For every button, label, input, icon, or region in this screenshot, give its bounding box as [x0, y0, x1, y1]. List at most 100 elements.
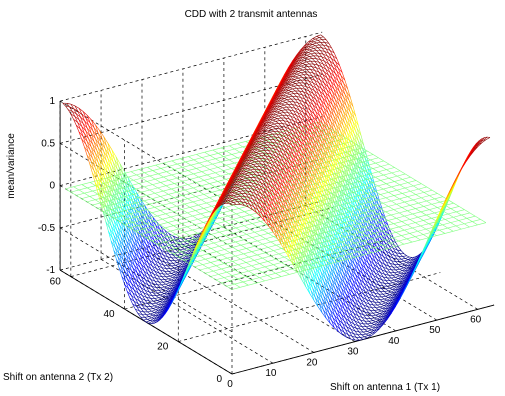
plane-mesh-segment — [155, 176, 164, 180]
surface-mesh-segment — [65, 105, 70, 108]
surface-mesh-segment — [96, 149, 102, 157]
plane-mesh-segment — [157, 199, 166, 203]
surface-mesh-segment — [291, 65, 297, 71]
plane-mesh-segment — [190, 164, 197, 169]
surface-mesh-segment — [84, 133, 89, 139]
surface-mesh-segment — [180, 267, 186, 273]
plane-mesh-segment — [380, 166, 387, 170]
surface-mesh-segment — [371, 189, 377, 197]
surface-mesh-segment — [153, 239, 159, 245]
surface-mesh-segment — [328, 74, 333, 80]
surface-mesh-segment — [344, 122, 349, 130]
surface-mesh-segment — [85, 143, 89, 153]
surface-mesh-segment — [107, 157, 111, 168]
surface-mesh-segment — [74, 105, 79, 112]
plane-mesh-segment — [171, 158, 181, 162]
surface-mesh-segment — [325, 69, 329, 76]
surface-mesh-segment — [345, 134, 351, 142]
surface-mesh-segment — [337, 67, 343, 73]
plane-mesh-segment — [160, 180, 169, 183]
surface-mesh-segment — [295, 75, 300, 78]
plane-mesh-segment — [405, 173, 411, 178]
surface-mesh-segment — [353, 148, 359, 157]
surface-mesh-segment — [97, 147, 103, 155]
surface-mesh-segment — [120, 251, 124, 261]
surface-mesh-segment — [115, 156, 121, 165]
surface-mesh-segment — [162, 281, 166, 285]
surface-mesh-segment — [341, 113, 345, 123]
surface-mesh-segment — [112, 162, 117, 173]
surface-mesh-segment — [114, 247, 119, 257]
surface-mesh-segment — [128, 262, 132, 271]
plane-mesh-segment — [305, 148, 311, 153]
surface-mesh-segment — [328, 52, 333, 56]
surface-mesh-segment — [317, 64, 322, 67]
plane-mesh-segment — [162, 204, 169, 209]
surface-mesh-segment — [117, 227, 123, 235]
plane-mesh-segment — [195, 208, 204, 211]
surface-mesh-segment — [322, 74, 328, 78]
plane-mesh-segment — [391, 170, 401, 174]
surface-mesh-segment — [130, 232, 134, 242]
plane-mesh-segment — [139, 169, 145, 173]
surface-mesh-segment — [146, 313, 151, 315]
surface-mesh-segment — [351, 109, 355, 119]
plane-mesh-segment — [389, 163, 395, 168]
surface-mesh-segment — [92, 143, 97, 151]
surface-mesh-segment — [152, 266, 156, 272]
surface-mesh-segment — [330, 69, 335, 77]
surface-mesh-segment — [107, 142, 113, 150]
surface-mesh-segment — [157, 284, 161, 288]
surface-mesh-segment — [98, 189, 104, 197]
surface-mesh-segment — [119, 239, 123, 249]
surface-mesh-segment — [299, 68, 303, 71]
surface-mesh-segment — [337, 93, 341, 103]
plane-mesh-segment — [146, 192, 156, 196]
surface-mesh-segment — [298, 69, 303, 72]
surface-mesh-segment — [303, 67, 307, 70]
surface-mesh-segment — [339, 90, 344, 97]
plane-mesh-segment — [174, 169, 181, 173]
surface-mesh-segment — [340, 88, 344, 97]
surface-mesh-segment — [138, 257, 142, 265]
plane-mesh-segment — [152, 168, 162, 171]
surface-mesh-segment — [326, 66, 332, 70]
surface-mesh-segment — [110, 167, 115, 175]
surface-mesh-segment — [380, 212, 386, 219]
surface-mesh-segment — [158, 290, 162, 293]
surface-mesh-segment — [97, 133, 102, 143]
surface-mesh-segment — [155, 287, 160, 291]
plane-mesh-segment — [177, 161, 186, 165]
surface-mesh-segment — [182, 251, 186, 254]
surface-mesh-segment — [310, 52, 316, 55]
surface-mesh-segment — [173, 245, 178, 248]
plane-mesh-segment — [184, 203, 191, 208]
surface-mesh-segment — [141, 238, 145, 247]
plane-mesh-segment — [143, 200, 150, 205]
plane-mesh-segment — [386, 169, 392, 174]
surface-mesh-segment — [307, 74, 311, 79]
surface-mesh-segment — [126, 211, 130, 221]
surface-mesh-segment — [147, 274, 152, 280]
surface-mesh-segment — [116, 244, 120, 255]
surface-mesh-segment — [349, 141, 355, 150]
surface-mesh-segment — [96, 179, 101, 187]
surface-mesh-segment — [282, 100, 286, 103]
plane-mesh-segment — [196, 151, 205, 155]
plane-mesh-segment — [117, 182, 126, 185]
surface-mesh-segment — [123, 216, 127, 227]
surface-mesh-segment — [111, 195, 116, 203]
surface-mesh-segment — [134, 238, 138, 247]
surface-mesh-segment — [117, 169, 121, 180]
surface-mesh-segment — [167, 273, 172, 275]
surface-mesh-segment — [317, 55, 321, 60]
plane-mesh-segment — [125, 182, 131, 186]
surface-mesh-segment — [165, 276, 169, 280]
plane-mesh-segment — [179, 186, 186, 191]
surface-mesh-segment — [353, 133, 358, 144]
surface-mesh-segment — [317, 85, 321, 92]
surface-mesh-segment — [316, 58, 320, 63]
surface-mesh-segment — [316, 58, 321, 60]
surface-mesh-segment — [341, 85, 347, 92]
surface-mesh-segment — [164, 252, 170, 255]
